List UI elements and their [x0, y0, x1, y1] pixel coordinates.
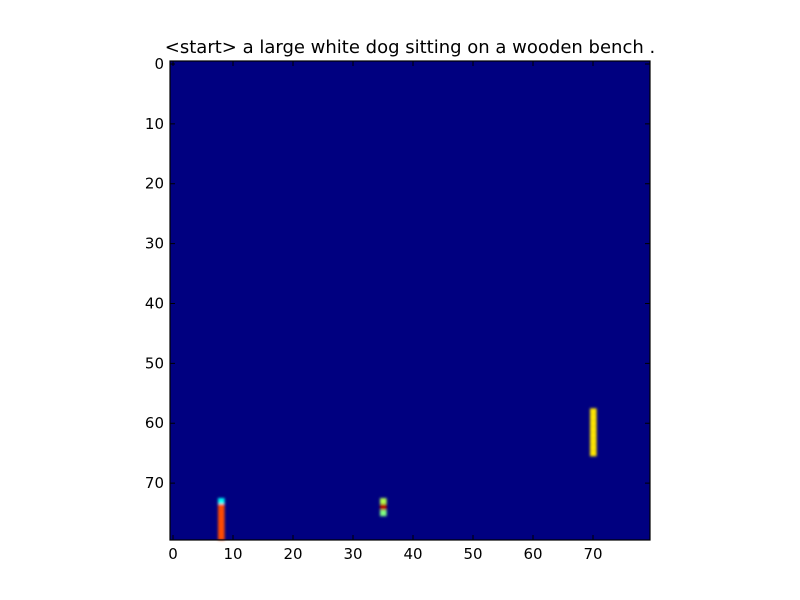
x-tick-label: 20	[283, 545, 302, 563]
y-tick-label: 10	[145, 115, 164, 133]
y-tick-label: 60	[145, 414, 164, 432]
chart-title: <start> a large white dog sitting on a w…	[165, 37, 655, 58]
heatmap-cell	[218, 528, 225, 535]
y-tick-label: 0	[154, 55, 164, 73]
heatmap-cell	[590, 444, 597, 451]
x-axis: 0 10 20 30 40 50 60 70	[168, 61, 603, 563]
heatmap-cell	[590, 414, 597, 421]
heatmap-cell	[380, 498, 387, 505]
heatmap-cell	[590, 438, 597, 445]
heatmap-cell	[218, 534, 225, 541]
heatmap-cell	[218, 516, 225, 523]
heatmap-cell	[590, 426, 597, 433]
x-tick-label: 10	[223, 545, 242, 563]
heatmap-cell	[218, 504, 225, 511]
x-tick-label: 70	[583, 545, 602, 563]
plot-frame	[169, 60, 651, 541]
heatmap-cell	[590, 432, 597, 439]
x-tick-label: 50	[463, 545, 482, 563]
heatmap-cell	[218, 522, 225, 529]
heatmap-cell	[380, 504, 387, 511]
y-tick-label: 70	[145, 474, 164, 492]
heatmap-cell	[590, 420, 597, 427]
plot-background	[170, 61, 650, 540]
heatmap-cells	[218, 408, 597, 541]
heatmap-cell	[380, 510, 387, 517]
heatmap-cell	[218, 498, 225, 505]
x-tick-label: 40	[403, 545, 422, 563]
y-tick-label: 40	[145, 294, 164, 312]
y-axis: 0 10 20 30 40 50 60 70	[145, 55, 650, 492]
x-tick-label: 0	[168, 545, 178, 563]
y-tick-label: 30	[145, 235, 164, 253]
x-tick-label: 60	[523, 545, 542, 563]
heatmap-cell	[590, 450, 597, 457]
y-tick-label: 20	[145, 175, 164, 193]
y-tick-label: 50	[145, 354, 164, 372]
heatmap-cell	[590, 408, 597, 415]
heatmap-cell	[218, 510, 225, 517]
x-tick-label: 30	[343, 545, 362, 563]
